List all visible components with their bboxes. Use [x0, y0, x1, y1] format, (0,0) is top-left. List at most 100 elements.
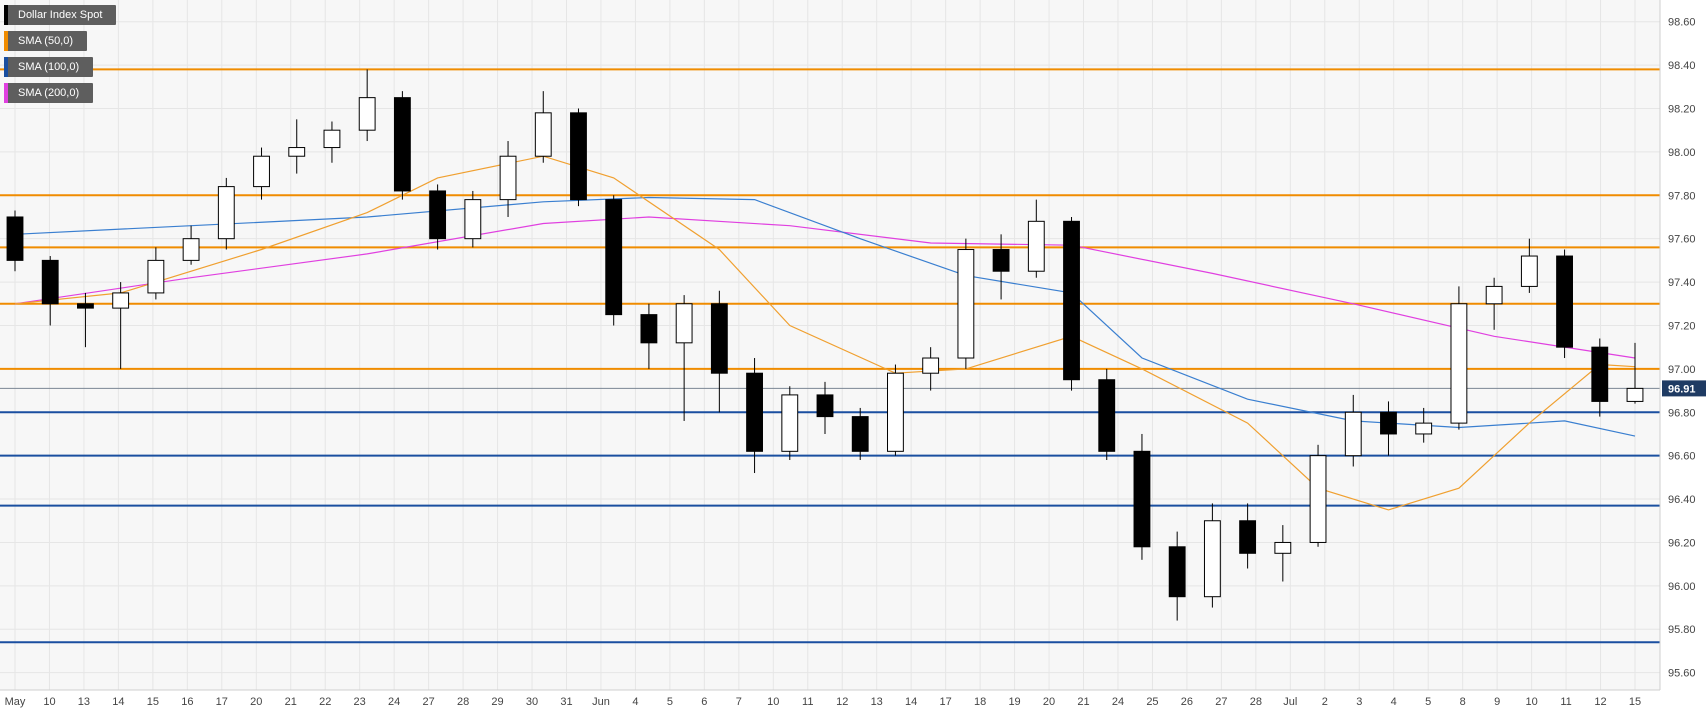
candle-body — [1168, 546, 1186, 598]
candle-body — [1556, 255, 1573, 348]
y-tick-label: 97.20 — [1668, 320, 1696, 332]
y-tick-label: 95.80 — [1668, 624, 1696, 636]
x-tick-label: 26 — [1181, 696, 1193, 708]
candle-body — [217, 186, 235, 240]
x-tick-label: 22 — [319, 696, 331, 708]
candle-body — [887, 372, 904, 452]
legend-label: SMA (200,0) — [18, 87, 80, 99]
y-tick-label: 97.40 — [1668, 277, 1696, 289]
x-tick-label: 5 — [667, 696, 673, 708]
candle-body — [1133, 450, 1151, 548]
y-tick-label: 95.60 — [1668, 668, 1696, 680]
candle-body — [429, 190, 447, 240]
candle-body — [1239, 520, 1257, 554]
candle-body — [781, 394, 799, 452]
candle-body — [1450, 303, 1468, 424]
x-tick-label: 28 — [457, 696, 469, 708]
x-tick-label: 12 — [1594, 696, 1606, 708]
candle-body — [710, 303, 728, 374]
y-tick-label: 98.00 — [1668, 147, 1696, 159]
legend-label: Dollar Index Spot — [18, 9, 103, 21]
candle-body — [851, 416, 869, 452]
y-tick-label: 96.60 — [1668, 451, 1696, 463]
x-tick-label: 8 — [1460, 696, 1466, 708]
y-tick-label: 98.60 — [1668, 17, 1696, 29]
candle-body — [288, 147, 306, 157]
x-tick-label: 27 — [1215, 696, 1227, 708]
x-tick-label: 15 — [147, 696, 159, 708]
x-tick-label: 17 — [940, 696, 952, 708]
candle-body — [816, 394, 834, 418]
legend-label: SMA (50,0) — [18, 35, 74, 47]
y-tick-label: 97.80 — [1668, 190, 1696, 202]
candle-body — [992, 249, 1010, 272]
candle-body — [1274, 541, 1292, 554]
y-tick-label: 96.40 — [1668, 494, 1696, 506]
y-tick-label: 98.40 — [1668, 60, 1696, 72]
x-tick-label: 14 — [112, 696, 124, 708]
x-tick-label: 23 — [354, 696, 366, 708]
candle-body — [147, 259, 165, 294]
candle-body — [112, 292, 130, 309]
legend-item-sma100: SMA (100,0) — [4, 57, 94, 77]
x-tick-label: 10 — [767, 696, 779, 708]
x-tick-label: 30 — [526, 696, 538, 708]
sma200-line — [14, 216, 1636, 359]
x-tick-label: 20 — [250, 696, 262, 708]
x-tick-label: 11 — [802, 696, 813, 708]
candle-body — [1626, 387, 1644, 402]
x-tick-label: May — [5, 696, 26, 708]
legend: Dollar Index Spot SMA (50,0) SMA (100,0)… — [4, 5, 117, 109]
last-price-label: 96.91 — [1668, 383, 1696, 395]
candle-body — [922, 357, 940, 374]
y-tick-label: 96.80 — [1668, 407, 1696, 419]
x-tick-label: 14 — [905, 696, 917, 708]
candle-body — [1098, 379, 1116, 452]
x-tick-label: 4 — [632, 696, 638, 708]
candle-body — [957, 249, 975, 359]
x-tick-label: 24 — [1112, 696, 1124, 708]
last-price-tag: 96.91 — [1662, 380, 1706, 397]
legend-swatch — [4, 5, 8, 25]
x-tick-label: 12 — [836, 696, 848, 708]
y-tick-label: 96.20 — [1668, 537, 1696, 549]
x-tick-label: 13 — [871, 696, 883, 708]
x-tick-label: 19 — [1008, 696, 1020, 708]
candle-body — [323, 129, 341, 149]
y-tick-label: 98.20 — [1668, 103, 1696, 115]
x-tick-label: 31 — [560, 696, 572, 708]
candle-body — [1520, 255, 1538, 287]
candle-body — [393, 97, 411, 192]
candle-body — [570, 112, 587, 201]
x-tick-label: 24 — [388, 696, 400, 708]
candle-body — [675, 303, 693, 344]
x-tick-label: Jun — [592, 696, 610, 708]
legend-item-sma50: SMA (50,0) — [4, 31, 88, 51]
y-tick-label: 97.60 — [1668, 234, 1696, 246]
candle-body — [182, 238, 200, 261]
x-tick-label: 10 — [1525, 696, 1537, 708]
candle-body — [1485, 285, 1503, 305]
x-tick-label: 29 — [491, 696, 503, 708]
candle-body — [41, 259, 59, 305]
candle-body — [1344, 411, 1362, 457]
horizontal-levels — [0, 68, 1660, 644]
x-tick-label: 13 — [78, 696, 90, 708]
x-tick-label: 2 — [1322, 696, 1328, 708]
x-tick-label: 17 — [216, 696, 228, 708]
x-tick-label: 7 — [736, 696, 742, 708]
x-tick-label: 4 — [1391, 696, 1397, 708]
candle-body — [605, 199, 623, 316]
legend-swatch — [4, 83, 8, 103]
candle-body — [1415, 422, 1433, 435]
x-tick-label: 20 — [1043, 696, 1055, 708]
x-tick-label: 27 — [422, 696, 434, 708]
candle-body — [1309, 455, 1327, 543]
candle-body — [534, 112, 552, 157]
candle-body — [1027, 220, 1045, 272]
x-tick-label: 10 — [43, 696, 55, 708]
legend-swatch — [4, 31, 8, 51]
candle-body — [1591, 346, 1609, 402]
candle-body — [253, 155, 270, 188]
